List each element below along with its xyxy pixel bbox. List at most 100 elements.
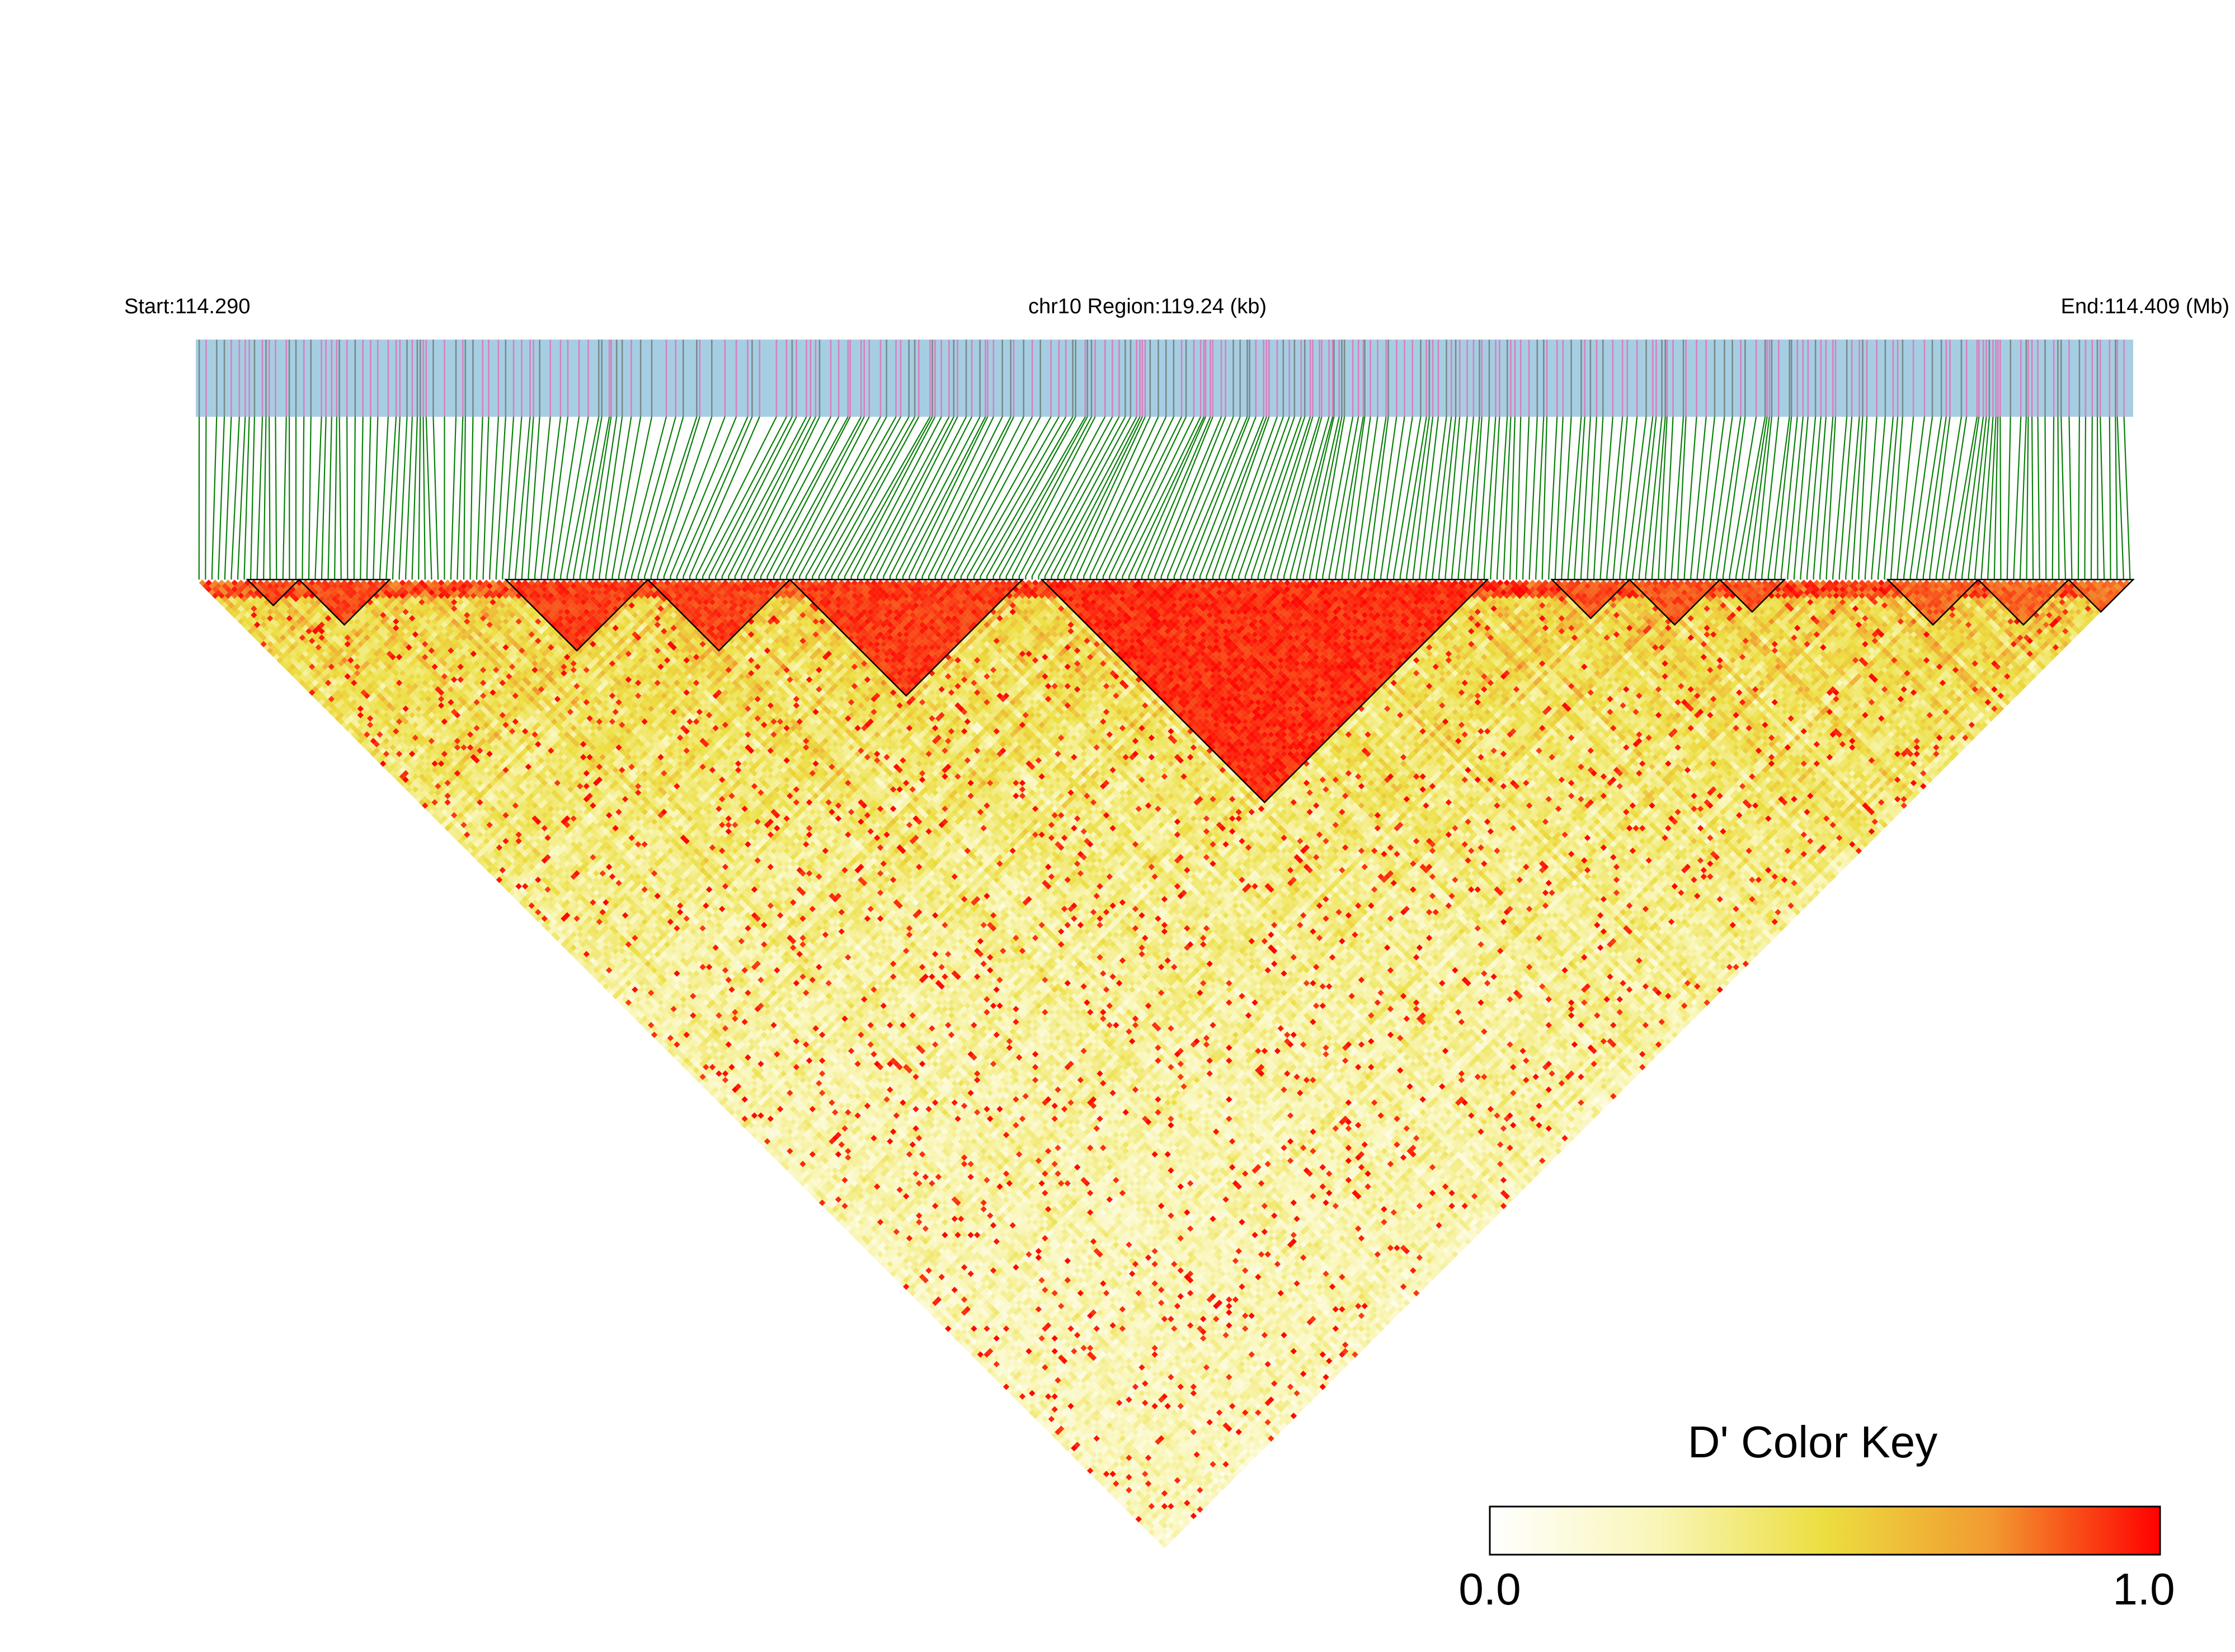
snp-connector [631, 416, 676, 580]
ld-cell [825, 1206, 832, 1213]
snp-connector [275, 416, 277, 580]
ld-cell [289, 670, 296, 677]
snp-connector [515, 416, 531, 580]
ld-cell [347, 721, 354, 728]
snp-connector [2115, 416, 2118, 580]
snp-connector [1696, 416, 1715, 580]
ld-cell [502, 883, 509, 890]
snp-connector [999, 416, 1088, 580]
snp-connector [1683, 416, 1697, 580]
ld-cell [667, 1047, 674, 1055]
snp-connector [1496, 416, 1508, 580]
snp-connector [553, 416, 580, 580]
snp-connector [1735, 416, 1766, 580]
snp-connector [637, 416, 684, 580]
ld-cell [460, 834, 467, 841]
snp-connector [2019, 416, 2027, 580]
ld-cell [457, 831, 464, 838]
snp-connector [224, 416, 232, 580]
ld-cell [1086, 1467, 1094, 1474]
snp-connector [728, 416, 811, 580]
snp-connector [1470, 416, 1483, 580]
ld-cell [1132, 1513, 1139, 1519]
ld-cell [477, 857, 483, 864]
ld-cell [883, 1264, 890, 1271]
ld-cell [435, 808, 441, 816]
snp-connector [1005, 416, 1092, 580]
snp-connector [334, 416, 337, 580]
ld-cell [360, 741, 367, 748]
ld-cell [389, 770, 396, 777]
snp-connector [1903, 416, 1925, 580]
ld-cell [337, 718, 345, 725]
ld-cell [386, 760, 393, 767]
ld-cell [328, 708, 335, 716]
snp-connector [211, 416, 218, 580]
ld-cell [393, 773, 399, 780]
snp-connector [1968, 416, 1987, 580]
snp-connector [1193, 416, 1257, 580]
ld-cell [506, 886, 512, 893]
ld-cell [1100, 1480, 1107, 1487]
snp-connector [1451, 416, 1468, 580]
snp-connector [1948, 416, 1978, 580]
ld-cell [379, 754, 387, 761]
snp-connector [1231, 416, 1290, 580]
ld-cell [767, 1147, 774, 1155]
ld-cell [796, 1176, 803, 1184]
ld-cell [563, 944, 571, 951]
ld-cell [441, 821, 448, 829]
snp-connector [1361, 416, 1387, 580]
ld-cell [754, 1135, 761, 1142]
region-end-label: End:114.409 (Mb) [2061, 295, 2229, 318]
ld-cell [402, 783, 409, 790]
snp-connector [1109, 416, 1187, 580]
snp-connector [2077, 416, 2080, 580]
region-title: chr10 Region:119.24 (kb) [1028, 295, 1267, 318]
snp-connector [1457, 416, 1474, 580]
ld-cell [661, 1041, 667, 1048]
ld-cell [728, 1109, 735, 1116]
ld-cell [364, 744, 370, 751]
ld-cell [499, 879, 506, 887]
ld-cell [286, 666, 293, 674]
ld-cell [389, 763, 396, 770]
ld-cell [615, 996, 622, 1003]
snp-connector [896, 416, 981, 580]
ld-cell [470, 844, 477, 851]
ld-cell [1022, 1402, 1029, 1410]
snp-connector [250, 416, 255, 580]
ld-cell [1061, 1442, 1068, 1448]
ld-cell [460, 841, 467, 848]
ld-cell [787, 1167, 793, 1174]
snp-connector [2037, 416, 2040, 580]
snp-connector [1147, 416, 1213, 580]
snp-connector [1212, 416, 1270, 580]
ld-cell [479, 860, 487, 867]
ld-cell [492, 873, 500, 880]
ld-cell [1038, 1419, 1045, 1426]
snp-connector [230, 416, 240, 580]
snp-connector [928, 416, 1011, 580]
ld-cell [379, 760, 387, 767]
ld-cell [641, 1022, 648, 1029]
snp-connector [1348, 416, 1371, 580]
snp-connector [1929, 416, 1951, 580]
ld-cell [851, 1231, 858, 1239]
ld-cell [295, 676, 303, 683]
snp-connector [741, 416, 820, 580]
ld-cell [528, 909, 535, 916]
ld-cell [299, 679, 306, 686]
snp-position-track [196, 340, 2133, 417]
ld-cell [525, 905, 532, 912]
snp-connector [1787, 416, 1804, 580]
snp-connector [425, 416, 432, 580]
ld-cell [377, 757, 383, 764]
snp-connector [676, 416, 749, 580]
ld-cell [676, 1057, 684, 1064]
ld-cell [450, 825, 458, 832]
snp-connector [1955, 416, 1980, 580]
ld-cell [793, 1173, 800, 1180]
ld-cell [890, 1270, 897, 1277]
snp-connector [1890, 416, 1903, 580]
